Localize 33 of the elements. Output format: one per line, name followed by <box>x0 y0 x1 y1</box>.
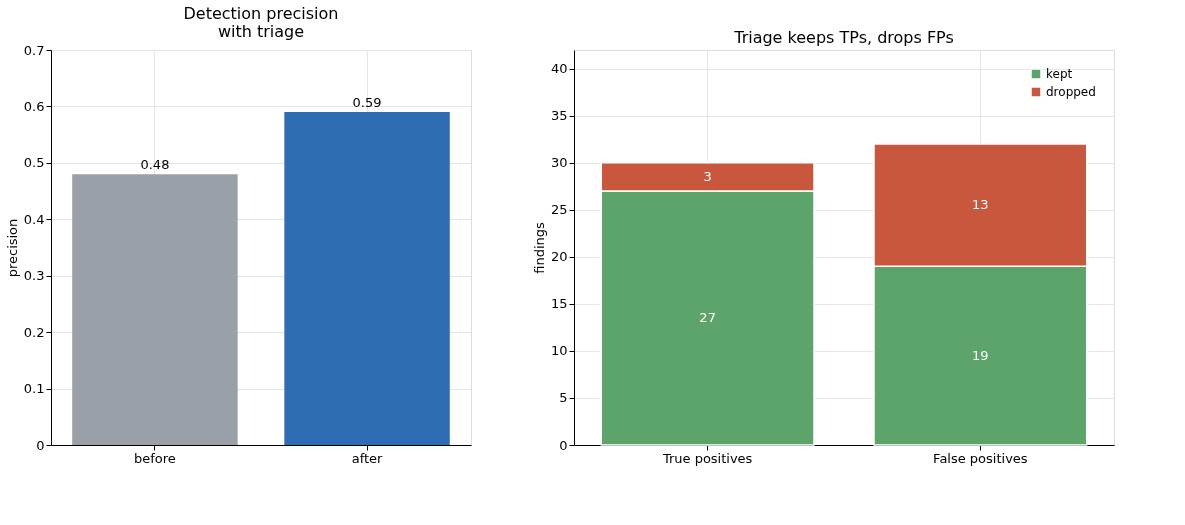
data-label: 19 <box>972 347 989 363</box>
y-tick-label: 0 <box>36 437 45 453</box>
legend-label: dropped <box>1046 85 1096 99</box>
legend-label: kept <box>1046 67 1073 81</box>
y-axis-title: findings <box>531 222 547 274</box>
y-tick-label: 0.6 <box>23 98 45 114</box>
y-tick-label: 0.1 <box>23 381 45 397</box>
data-label: 0.48 <box>140 157 170 173</box>
x-tick-label: False positives <box>933 450 1028 466</box>
y-tick-label: 10 <box>550 343 568 359</box>
data-label: 13 <box>972 197 989 213</box>
chart-title: Triage keeps TPs, drops FPs <box>733 28 954 47</box>
y-tick-label: 40 <box>550 61 568 77</box>
y-tick-label: 0.5 <box>23 155 45 171</box>
y-tick-label: 0.2 <box>23 324 45 340</box>
y-tick-label: 0.4 <box>23 211 45 227</box>
chart-title: Detection precision with triage <box>183 4 339 41</box>
x-tick-label: after <box>351 450 384 466</box>
y-tick-label: 25 <box>550 202 568 218</box>
y-tick-label: 0 <box>559 437 568 453</box>
y-tick-label: 5 <box>559 390 568 406</box>
y-tick-label: 20 <box>550 249 568 265</box>
y-tick-label: 15 <box>550 296 568 312</box>
y-tick-label: 0.3 <box>23 268 45 284</box>
data-label: 27 <box>699 310 716 326</box>
data-label: 0.59 <box>352 95 382 111</box>
y-axis-title: precision <box>4 218 20 278</box>
y-tick-label: 30 <box>550 155 568 171</box>
x-tick-label: True positives <box>661 450 753 466</box>
y-tick-label: 35 <box>550 108 568 124</box>
y-tick-label: 0.7 <box>23 42 45 58</box>
x-tick-label: before <box>134 450 176 466</box>
data-label: 3 <box>703 168 712 184</box>
